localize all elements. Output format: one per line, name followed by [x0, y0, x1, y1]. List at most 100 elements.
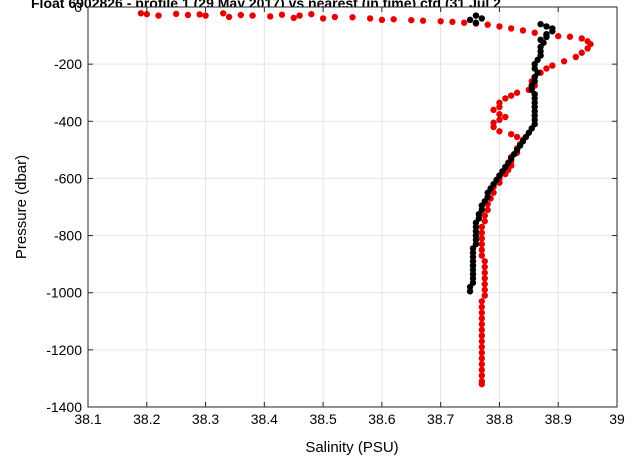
data-point — [484, 206, 491, 214]
data-point — [478, 252, 486, 259]
data-point — [549, 28, 556, 35]
data-point — [319, 15, 327, 22]
y-tick-label: -1200 — [46, 342, 82, 358]
data-point — [481, 263, 488, 271]
x-tick-label: 38.3 — [192, 411, 219, 427]
data-point — [496, 23, 503, 30]
x-tick-label: 38.9 — [545, 411, 572, 427]
data-point — [478, 355, 486, 362]
data-point — [249, 12, 256, 19]
y-tick-label: -800 — [54, 228, 82, 244]
data-point — [466, 288, 474, 295]
data-point — [478, 246, 486, 254]
data-point — [225, 13, 233, 21]
data-point — [419, 17, 427, 24]
data-point — [543, 33, 550, 41]
chart-title: Float 6902826 - profile 1 (29 May 2017) … — [31, 0, 501, 11]
data-point — [219, 10, 227, 17]
data-point — [508, 92, 515, 99]
data-point — [513, 89, 521, 96]
data-point — [202, 12, 209, 19]
data-point — [331, 13, 339, 21]
data-point — [137, 10, 145, 17]
data-point — [584, 45, 591, 52]
x-tick-label: 38.2 — [133, 411, 160, 427]
data-point — [560, 58, 568, 65]
data-point — [437, 18, 444, 25]
data-point — [537, 20, 544, 28]
data-point — [572, 53, 580, 61]
data-point — [267, 13, 274, 20]
data-point — [519, 27, 527, 34]
data-point — [478, 229, 486, 236]
data-point — [566, 33, 574, 40]
y-axis-label: Pressure (dbar) — [13, 155, 30, 259]
data-point — [143, 10, 150, 18]
x-tick-label: 38.5 — [309, 411, 336, 427]
data-point — [449, 18, 456, 26]
data-point — [490, 123, 497, 131]
y-tick-label: -600 — [54, 170, 82, 186]
y-tick-label: -1000 — [46, 285, 82, 301]
data-point — [408, 16, 415, 24]
data-point — [478, 223, 486, 231]
data-point — [502, 113, 509, 121]
data-point — [155, 12, 162, 19]
y-tick-label: 0 — [74, 0, 82, 15]
data-point — [578, 35, 585, 42]
data-point — [366, 15, 374, 22]
x-axis-label: Salinity (PSU) — [305, 439, 398, 456]
data-series — [137, 10, 594, 388]
data-point — [478, 332, 486, 339]
data-point — [481, 269, 488, 276]
data-point — [496, 110, 503, 118]
axis-ticks: 38.1 38.2 38.3 38.4 38.5 38.6 38.7 38.8 38.9 39 0 -… — [46, 0, 625, 427]
data-point — [481, 292, 488, 299]
x-tick-label: 38.8 — [486, 411, 513, 427]
data-point — [466, 16, 474, 24]
data-point — [478, 240, 486, 248]
data-point — [508, 130, 515, 138]
x-tick-label: 39 — [609, 411, 625, 427]
plot-area — [88, 7, 617, 407]
data-point — [496, 103, 503, 111]
data-point — [481, 275, 488, 282]
data-point — [478, 366, 486, 374]
data-point — [278, 11, 286, 18]
data-point — [478, 303, 486, 311]
data-point — [478, 326, 486, 334]
data-point — [308, 10, 315, 18]
data-point — [478, 320, 486, 328]
x-tick-label: 38.7 — [427, 411, 454, 427]
x-tick-label: 38.4 — [251, 411, 278, 427]
data-point — [478, 298, 486, 305]
data-point — [549, 62, 556, 69]
data-point — [484, 21, 491, 28]
data-point — [296, 12, 303, 19]
data-point — [490, 106, 497, 114]
data-point — [478, 349, 486, 356]
data-point — [481, 212, 488, 219]
data-point — [378, 16, 386, 24]
data-point — [531, 29, 538, 36]
data-point — [390, 16, 397, 23]
y-tick-label: -400 — [54, 113, 82, 129]
data-point — [513, 133, 521, 141]
data-point — [478, 315, 486, 322]
data-point — [496, 116, 503, 124]
data-point — [460, 19, 468, 26]
data-point — [481, 280, 488, 288]
x-tick-label: 38.1 — [74, 411, 101, 427]
data-point — [555, 32, 562, 40]
data-point — [472, 12, 480, 19]
data-point — [481, 258, 488, 265]
data-point — [478, 372, 486, 379]
data-point — [290, 14, 297, 22]
data-point — [184, 11, 192, 19]
data-point — [508, 25, 515, 32]
data-point — [481, 218, 488, 225]
series-1 — [466, 12, 556, 295]
data-point — [472, 19, 480, 26]
